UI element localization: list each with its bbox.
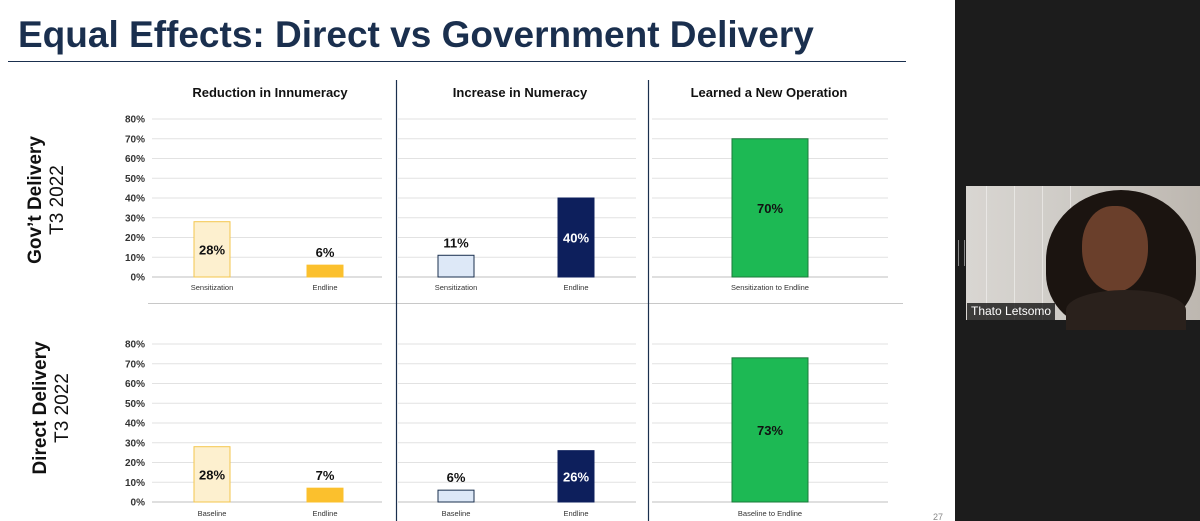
category-label: Endline (312, 509, 337, 518)
y-tick-label: 30% (125, 213, 145, 224)
bar-value-label: 7% (316, 468, 335, 483)
bar-value-label: 40% (563, 231, 589, 246)
page-number: 27 (933, 512, 944, 521)
bar-value-label: 28% (199, 242, 225, 257)
bar (557, 197, 595, 278)
y-tick-label: 60% (125, 154, 145, 165)
title-underline (8, 61, 906, 62)
participant-video-body (1066, 290, 1186, 330)
bar-value-label: 70% (757, 201, 783, 216)
y-tick-label: 70% (125, 134, 145, 145)
category-label: Endline (312, 283, 337, 292)
bar (193, 221, 231, 278)
y-tick-label: 50% (125, 174, 145, 185)
bar (557, 450, 595, 503)
y-tick-label: 50% (125, 399, 145, 410)
participant-name-tag: Thato Letsomo (967, 303, 1056, 320)
bar (193, 446, 231, 503)
category-label: Sensitization (191, 283, 234, 292)
bar-value-label: 11% (443, 235, 469, 250)
charts-grid: Reduction in Innumeracy Increase in Numer… (125, 80, 903, 521)
bar (437, 489, 475, 503)
bar-value-label: 28% (199, 467, 225, 482)
bar-value-label: 6% (447, 470, 466, 485)
category-label: Sensitization (435, 283, 478, 292)
y-tick-label: 20% (125, 458, 145, 469)
category-label: Endline (563, 509, 588, 518)
y-tick-label: 80% (125, 340, 145, 351)
bar (731, 357, 809, 503)
y-tick-label: 0% (131, 273, 146, 284)
y-tick-label: 0% (131, 498, 146, 509)
y-tick-label: 10% (125, 478, 145, 489)
slide-title-bold: Equal Effects: (18, 14, 265, 55)
participant-video-face (1082, 206, 1148, 292)
slide-title-rest: Direct vs Government Delivery (264, 14, 814, 55)
bar (306, 487, 344, 503)
category-label: Baseline (442, 509, 471, 518)
slide-title: Equal Effects: Direct vs Government Deli… (18, 12, 814, 58)
y-tick-label: 30% (125, 438, 145, 449)
category-label: Baseline (198, 509, 227, 518)
y-tick-label: 40% (125, 194, 145, 205)
bar-value-label: 73% (757, 423, 783, 438)
category-label: Endline (563, 283, 588, 292)
y-tick-label: 70% (125, 359, 145, 370)
column-title: Reduction in Innumeracy (192, 85, 348, 100)
column-title: Increase in Numeracy (453, 85, 588, 100)
presentation-slide: Equal Effects: Direct vs Government Deli… (0, 0, 955, 521)
bar-value-label: 26% (563, 469, 589, 484)
y-tick-label: 60% (125, 379, 145, 390)
y-tick-label: 10% (125, 253, 145, 264)
bar-value-label: 6% (316, 245, 335, 260)
column-title: Learned a New Operation (691, 85, 848, 100)
category-label: Baseline to Endline (738, 509, 802, 518)
y-tick-label: 40% (125, 419, 145, 430)
bar (437, 254, 475, 278)
panel-resize-handle[interactable] (958, 240, 965, 266)
y-tick-label: 80% (125, 115, 145, 126)
category-label: Sensitization to Endline (731, 283, 809, 292)
bar (731, 138, 809, 278)
bar (306, 264, 344, 278)
y-tick-label: 20% (125, 233, 145, 244)
